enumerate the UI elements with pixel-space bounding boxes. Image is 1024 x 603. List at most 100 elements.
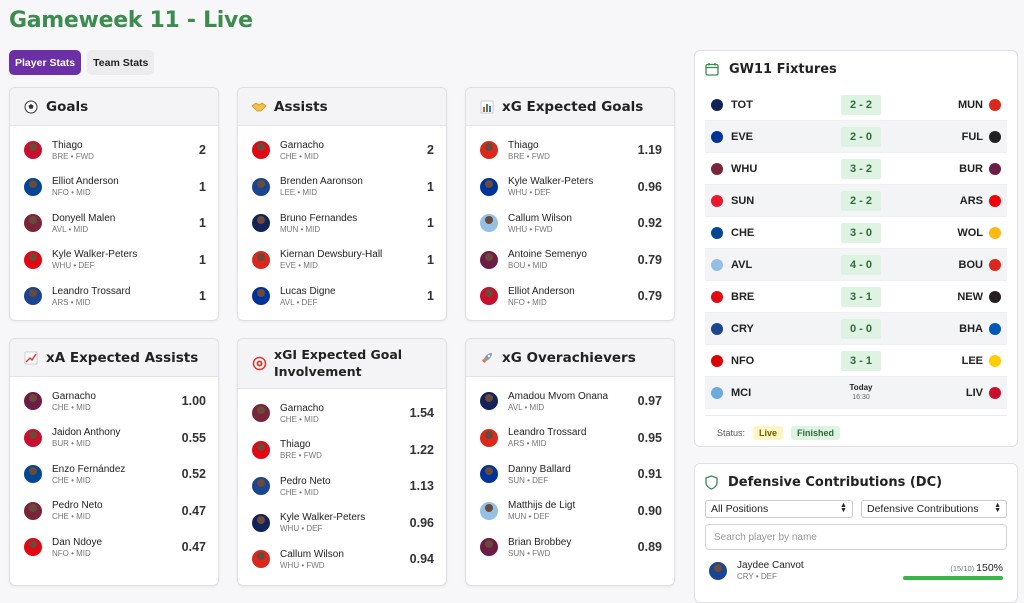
dc-player-row[interactable]: Jaydee Canvot CRY • DEF (15/10) 150% <box>695 550 1017 581</box>
avatar <box>480 141 498 160</box>
player-row[interactable]: Thiago BRE • FWD 1.19 <box>466 132 674 169</box>
player-name: Jaydee Canvot <box>737 560 804 571</box>
fixture-row[interactable]: NFO 3 - 1 LEE <box>705 345 1007 377</box>
avatar <box>24 177 42 196</box>
player-row[interactable]: Callum Wilson WHU • FWD 0.94 <box>238 541 446 578</box>
stat-card: xA Expected Assists Garnacho CHE • MID 1.00… <box>9 338 219 586</box>
avatar <box>480 538 498 557</box>
fixture-row[interactable]: TOT 2 - 2 MUN <box>705 89 1007 121</box>
player-name: Matthijs de Ligt <box>508 500 576 512</box>
player-row[interactable]: Garnacho CHE • MID 1.54 <box>238 395 446 432</box>
avatar <box>480 177 498 196</box>
home-crest-icon <box>711 130 723 143</box>
player-name: Garnacho <box>280 139 324 151</box>
player-row[interactable]: Amadou Mvom Onana AVL • MID 0.97 <box>466 383 674 420</box>
player-row[interactable]: Brenden Aaronson LEE • MID 1 <box>238 169 446 206</box>
player-row[interactable]: Kyle Walker-Peters WHU • DEF 0.96 <box>466 169 674 206</box>
player-row[interactable]: Leandro Trossard ARS • MID 0.95 <box>466 420 674 457</box>
player-row[interactable]: Bruno Fernandes MUN • MID 1 <box>238 205 446 242</box>
updown-arrows-icon: ▲ ▼ <box>994 502 1001 514</box>
fixture-row[interactable]: EVE 2 - 0 FUL <box>705 121 1007 153</box>
player-row[interactable]: Elliot Anderson NFO • MID 0.79 <box>466 278 674 315</box>
player-row[interactable]: Kyle Walker-Peters WHU • DEF 0.96 <box>238 505 446 542</box>
player-meta: ARS • MID <box>52 297 91 307</box>
stat-value: 0.96 <box>409 515 434 530</box>
home-crest-icon <box>711 98 723 111</box>
player-meta: BUR • MID <box>52 439 91 449</box>
player-name: Pedro Neto <box>280 475 331 487</box>
away-team: MUN <box>957 98 983 111</box>
player-row[interactable]: Pedro Neto CHE • MID 0.47 <box>10 493 218 530</box>
away-team: BUR <box>959 162 983 175</box>
avatar <box>480 428 498 447</box>
fixture-row[interactable]: SUN 2 - 2 ARS <box>705 185 1007 217</box>
fixture-row[interactable]: MCI Today 16:30 LIV <box>705 377 1007 409</box>
fixture-score: 2 - 2 <box>841 190 881 211</box>
home-crest-icon <box>711 226 723 239</box>
fixture-score: 2 - 0 <box>841 126 881 147</box>
fixture-row[interactable]: WHU 3 - 2 BUR <box>705 153 1007 185</box>
fixture-row[interactable]: AVL 4 - 0 BOU <box>705 249 1007 281</box>
player-meta: WHU • DEF <box>508 188 551 198</box>
away-team: LEE <box>961 354 983 367</box>
away-team: BHA <box>959 322 983 335</box>
player-meta: EVE • MID <box>280 261 318 271</box>
stat-card: xG Expected Goals Thiago BRE • FWD 1.19 Kyle… <box>465 87 675 321</box>
player-row[interactable]: Garnacho CHE • MID 1.00 <box>10 383 218 420</box>
player-row[interactable]: Pedro Neto CHE • MID 1.13 <box>238 468 446 505</box>
finished-badge: Finished <box>791 426 841 440</box>
player-row[interactable]: Kiernan Dewsbury-Hall EVE • MID 1 <box>238 242 446 279</box>
avatar <box>480 501 498 520</box>
position-select[interactable]: All Positions ▲ ▼ <box>705 500 853 518</box>
player-row[interactable]: Garnacho CHE • MID 2 <box>238 132 446 169</box>
player-name: Enzo Fernández <box>52 463 126 475</box>
stat-value: 1 <box>199 216 206 231</box>
player-row[interactable]: Donyell Malen AVL • MID 1 <box>10 205 218 242</box>
home-crest-icon <box>711 194 723 207</box>
player-row[interactable]: Kyle Walker-Peters WHU • DEF 1 <box>10 242 218 279</box>
stat-value: 1 <box>199 179 206 194</box>
fixture-row[interactable]: BRE 3 - 1 NEW <box>705 281 1007 313</box>
player-meta: BRE • FWD <box>280 451 322 461</box>
player-row[interactable]: Jaidon Anthony BUR • MID 0.55 <box>10 420 218 457</box>
fixture-row[interactable]: CRY 0 - 0 BHA <box>705 313 1007 345</box>
player-row[interactable]: Leandro Trossard ARS • MID 1 <box>10 278 218 315</box>
player-meta: SUN • DEF <box>508 475 549 485</box>
stat-select[interactable]: Defensive Contributions ▲ ▼ <box>860 500 1007 518</box>
player-name: Elliot Anderson <box>52 176 119 188</box>
kickoff-time: 16:30 <box>852 394 870 402</box>
player-row[interactable]: Elliot Anderson NFO • MID 1 <box>10 169 218 206</box>
stat-value: 0.47 <box>181 540 206 555</box>
stat-value: 2 <box>427 143 434 158</box>
player-row[interactable]: Enzo Fernández CHE • MID 0.52 <box>10 456 218 493</box>
player-search-input[interactable]: Search player by name <box>705 524 1007 550</box>
player-row[interactable]: Lucas Digne AVL • DEF 1 <box>238 278 446 315</box>
stat-value: 1 <box>427 179 434 194</box>
fixture-row[interactable]: CHE 3 - 0 WOL <box>705 217 1007 249</box>
player-row[interactable]: Callum Wilson WHU • FWD 0.92 <box>466 205 674 242</box>
tab-player-stats[interactable]: Player Stats <box>9 50 82 75</box>
player-row[interactable]: Brian Brobbey SUN • FWD 0.89 <box>466 529 674 566</box>
player-row[interactable]: Danny Ballard SUN • DEF 0.91 <box>466 456 674 493</box>
stat-value: 0.95 <box>637 430 662 445</box>
away-crest-icon <box>989 130 1001 143</box>
avatar <box>252 141 270 160</box>
stat-value: 0.90 <box>637 503 662 518</box>
player-meta: CHE • MID <box>52 475 91 485</box>
player-row[interactable]: Antoine Semenyo BOU • MID 0.79 <box>466 242 674 279</box>
card-title: xA Expected Assists <box>46 349 199 366</box>
player-name: Dan Ndoye <box>52 536 103 548</box>
player-row[interactable]: Matthijs de Ligt MUN • DEF 0.90 <box>466 493 674 530</box>
avatar <box>252 404 270 423</box>
player-row[interactable]: Thiago BRE • FWD 2 <box>10 132 218 169</box>
home-crest-icon <box>711 322 723 335</box>
player-row[interactable]: Dan Ndoye NFO • MID 0.47 <box>10 529 218 566</box>
player-meta: LEE • MID <box>280 188 318 198</box>
player-row[interactable]: Thiago BRE • FWD 1.22 <box>238 432 446 469</box>
tab-team-stats[interactable]: Team Stats <box>87 50 155 75</box>
away-team: ARS <box>959 194 983 207</box>
card-title: xG Expected Goals <box>502 98 644 115</box>
stat-value: 1.00 <box>181 394 206 409</box>
rocket-icon <box>478 351 496 365</box>
player-name: Leandro Trossard <box>508 427 587 439</box>
